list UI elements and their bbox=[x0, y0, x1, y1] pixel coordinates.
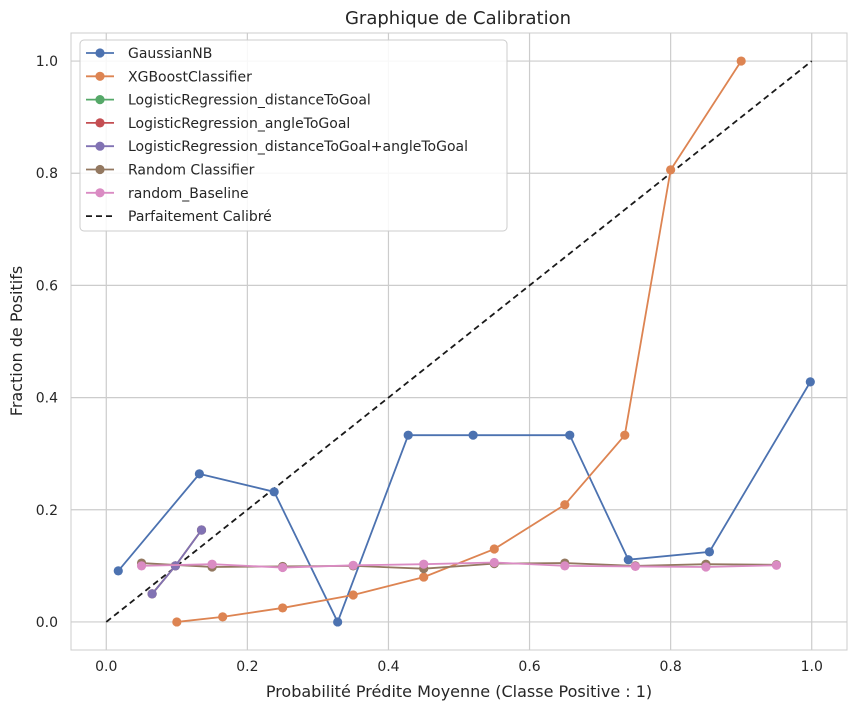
x-tick-label: 0.0 bbox=[95, 659, 117, 675]
data-point bbox=[196, 525, 207, 535]
data-point bbox=[348, 560, 358, 570]
legend-swatch-marker bbox=[95, 118, 105, 128]
legend-swatch-marker bbox=[95, 141, 105, 151]
data-point bbox=[207, 559, 217, 569]
legend-label: LogisticRegression_angleToGoal bbox=[128, 116, 350, 132]
series-line bbox=[117, 381, 812, 625]
legend-box bbox=[79, 39, 508, 232]
data-point bbox=[348, 590, 358, 600]
x-axis-title: Probabilité Prédite Moyenne (Classe Posi… bbox=[266, 682, 652, 701]
data-point bbox=[278, 562, 288, 573]
data-point bbox=[419, 572, 429, 582]
data-point bbox=[489, 544, 499, 554]
x-tick-label: 0.4 bbox=[377, 659, 399, 675]
legend-swatch-marker bbox=[95, 48, 105, 58]
legend-item: GaussianNB bbox=[86, 46, 212, 62]
data-point bbox=[403, 430, 413, 440]
data-point bbox=[701, 562, 711, 572]
legend-item: LogisticRegression_angleToGoal bbox=[86, 116, 350, 132]
data-point bbox=[704, 547, 715, 557]
y-tick-label: 1.0 bbox=[36, 54, 58, 70]
data-point bbox=[736, 56, 746, 66]
data-point bbox=[630, 561, 640, 572]
x-tick-label: 0.8 bbox=[660, 659, 682, 675]
x-tick-label: 0.6 bbox=[518, 659, 540, 675]
series-line bbox=[141, 561, 777, 569]
y-tick-label: 0.2 bbox=[36, 503, 58, 519]
legend-item: LogisticRegression_distanceToGoal+angleT… bbox=[86, 139, 468, 155]
data-point bbox=[194, 469, 204, 479]
data-point bbox=[333, 617, 343, 627]
series-layer bbox=[105, 56, 815, 627]
y-tick-label: 0.4 bbox=[36, 391, 58, 407]
legend-label: random_Baseline bbox=[128, 186, 249, 202]
y-tick-label: 0.0 bbox=[36, 615, 58, 631]
y-tick-label: 0.8 bbox=[36, 166, 58, 182]
legend: GaussianNB XGBoostClassifier LogisticRegre… bbox=[79, 39, 508, 232]
data-point bbox=[278, 603, 288, 613]
y-tick-label: 0.6 bbox=[36, 278, 58, 294]
data-point bbox=[620, 430, 630, 440]
legend-item: Random Classifier bbox=[86, 163, 255, 179]
legend-swatch-marker bbox=[95, 95, 105, 105]
legend-item: random_Baseline bbox=[86, 186, 249, 202]
data-point bbox=[269, 487, 279, 497]
data-point bbox=[218, 612, 228, 622]
legend-label: Parfaitement Calibré bbox=[128, 209, 272, 225]
data-point bbox=[147, 589, 157, 599]
data-point bbox=[805, 377, 815, 387]
series-7 bbox=[105, 60, 813, 623]
legend-swatch-marker bbox=[95, 188, 105, 198]
series-6 bbox=[136, 557, 782, 573]
legend-label: GaussianNB bbox=[128, 46, 212, 62]
x-tick-label: 0.2 bbox=[236, 659, 258, 675]
data-point bbox=[560, 561, 570, 571]
legend-label: LogisticRegression_distanceToGoal+angleT… bbox=[128, 139, 468, 155]
legend-item: LogisticRegression_distanceToGoal bbox=[86, 93, 371, 109]
data-point bbox=[468, 430, 478, 440]
legend-swatch-marker bbox=[95, 71, 105, 81]
data-point bbox=[771, 560, 782, 570]
data-point bbox=[560, 500, 570, 510]
legend-swatch-marker bbox=[95, 164, 105, 175]
y-axis-title: Fraction de Positifs bbox=[7, 266, 26, 416]
data-point bbox=[565, 430, 575, 440]
chart-title: Graphique de Calibration bbox=[345, 8, 571, 29]
data-point bbox=[666, 165, 676, 175]
series-0 bbox=[113, 377, 815, 627]
x-tick-label: 1.0 bbox=[801, 659, 823, 675]
tick-labels: 0.0 0.2 0.4 0.6 0.8 1.0 0.0 0.2 0.4 0.6 0.8 1.0 bbox=[36, 54, 823, 675]
data-point bbox=[623, 555, 633, 565]
legend-label: Random Classifier bbox=[128, 163, 255, 179]
data-point bbox=[419, 559, 429, 569]
series-line bbox=[105, 60, 813, 623]
legend-label: LogisticRegression_distanceToGoal bbox=[128, 93, 371, 109]
legend-item: XGBoostClassifier bbox=[86, 69, 252, 85]
legend-item: Parfaitement Calibré bbox=[86, 209, 272, 225]
legend-label: XGBoostClassifier bbox=[128, 69, 252, 85]
data-point bbox=[136, 561, 147, 571]
data-point bbox=[172, 617, 182, 627]
data-point bbox=[113, 566, 123, 576]
data-point bbox=[489, 557, 499, 568]
